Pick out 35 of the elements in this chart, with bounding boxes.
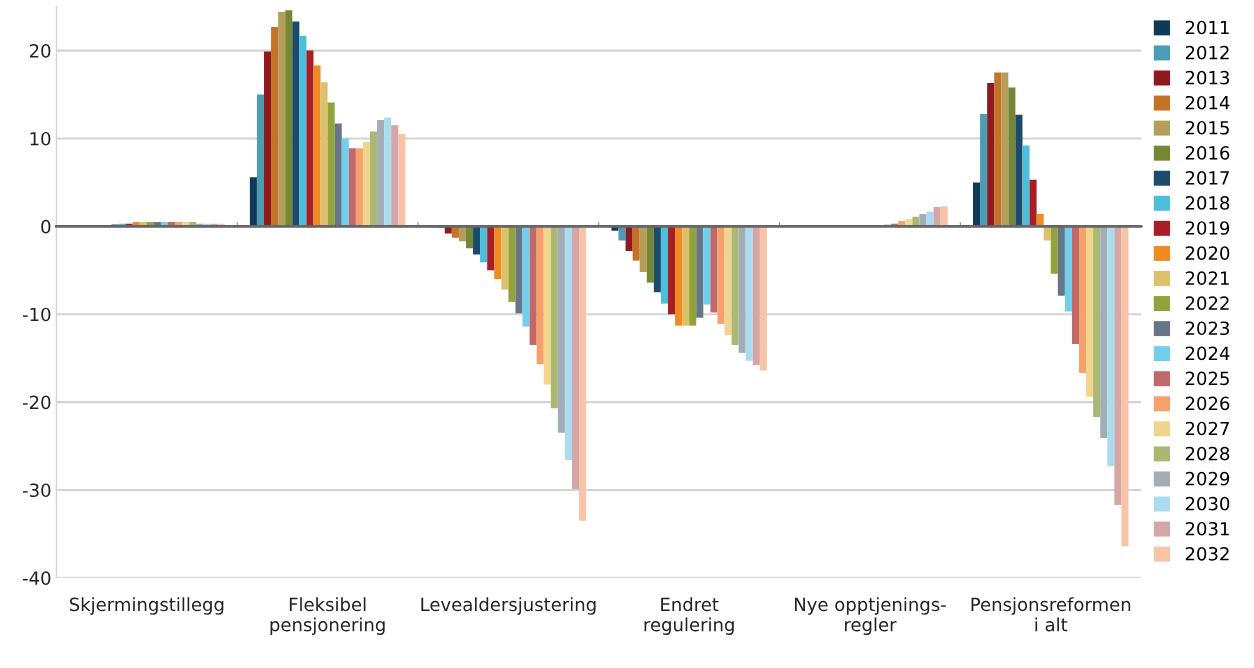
legend-label: 2022 xyxy=(1185,296,1229,311)
legend-label: 2019 xyxy=(1185,221,1230,235)
legend-label: 2028 xyxy=(1185,446,1230,461)
y-tick-label: -10 xyxy=(22,307,51,322)
x-tick-label: Nye opptjenings- regler xyxy=(794,597,946,635)
y-tick-label: -20 xyxy=(22,395,51,410)
legend-label: 2030 xyxy=(1185,496,1230,511)
legend-label: 2017 xyxy=(1185,171,1229,185)
legend-label: 2021 xyxy=(1185,271,1229,285)
y-tick-label: -30 xyxy=(22,483,51,498)
x-tick-label: Fleksibel pensjonering xyxy=(270,597,385,635)
legend-label: 2024 xyxy=(1185,346,1230,361)
y-tick-label: -40 xyxy=(22,571,51,585)
legend-label: 2026 xyxy=(1185,396,1230,411)
x-tick-label: Endret regulering xyxy=(644,597,734,635)
legend-label: 2023 xyxy=(1185,321,1229,336)
legend-label: 2032 xyxy=(1185,546,1229,561)
legend-label: 2025 xyxy=(1185,371,1229,386)
x-tick-label: Levealdersjustering xyxy=(421,597,596,615)
y-tick-label: 10 xyxy=(30,131,51,146)
legend-label: 2013 xyxy=(1185,70,1229,85)
x-tick-label: Pensjonsreformen i alt xyxy=(971,597,1131,632)
x-tick-label: Skjermingstillegg xyxy=(69,597,224,615)
legend-label: 2020 xyxy=(1185,246,1230,260)
y-tick-label: 20 xyxy=(29,44,51,58)
legend-label: 2014 xyxy=(1185,95,1230,110)
legend-label: 2016 xyxy=(1185,146,1230,160)
y-tick-label: 0 xyxy=(41,219,51,234)
legend-label: 2029 xyxy=(1185,471,1230,486)
legend-label: 2027 xyxy=(1185,421,1229,436)
legend-label: 2012 xyxy=(1185,45,1229,60)
legend-label: 2018 xyxy=(1185,196,1230,210)
legend-label: 2015 xyxy=(1185,120,1229,135)
legend-label: 2031 xyxy=(1185,521,1229,536)
legend-label: 2011 xyxy=(1185,20,1229,35)
